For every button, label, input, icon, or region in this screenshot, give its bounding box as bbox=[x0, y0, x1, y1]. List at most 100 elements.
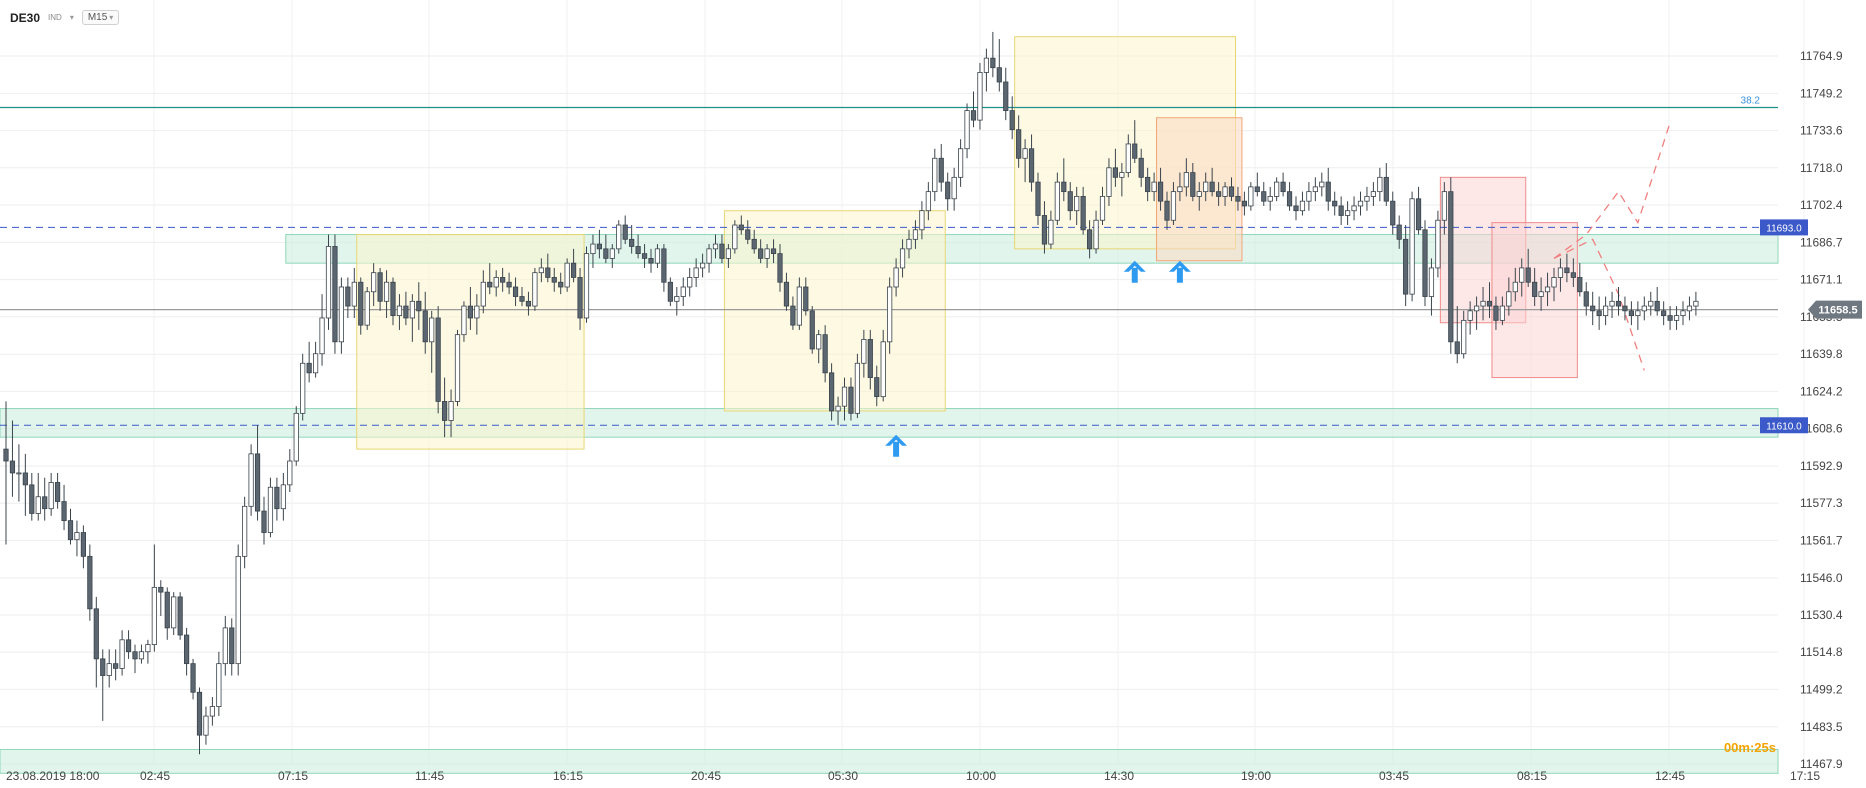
candle-bear bbox=[512, 286, 519, 297]
candle-bull bbox=[1648, 300, 1654, 307]
indicator-label[interactable]: IND bbox=[48, 13, 62, 22]
candle-bull bbox=[480, 281, 486, 307]
candle-bear bbox=[261, 510, 267, 533]
candle-bull bbox=[242, 505, 248, 557]
candle-bear bbox=[1061, 181, 1067, 193]
candle-bull bbox=[474, 305, 480, 319]
zones bbox=[0, 36, 1779, 774]
candle-bear bbox=[848, 386, 854, 414]
candle-bull bbox=[680, 286, 686, 297]
candle-bear bbox=[3, 448, 9, 462]
y-tick-label: 11561.7 bbox=[1800, 533, 1843, 547]
candle-bear bbox=[506, 281, 512, 288]
candle-bear bbox=[1293, 205, 1299, 212]
candle-bear bbox=[945, 181, 951, 200]
candle-bull bbox=[706, 248, 712, 264]
candle-bear bbox=[1622, 305, 1628, 312]
candle-bull bbox=[693, 267, 699, 278]
current-price-text: 11658.5 bbox=[1818, 305, 1857, 317]
candle-bear bbox=[667, 281, 673, 302]
candle-bull bbox=[1125, 143, 1131, 173]
candle-bear bbox=[29, 484, 35, 514]
candle-bear bbox=[254, 453, 261, 512]
candle-bear bbox=[970, 110, 977, 121]
candle-bull bbox=[216, 663, 222, 707]
symbol-label[interactable]: DE30 bbox=[10, 10, 41, 25]
candle-bull bbox=[493, 277, 499, 288]
candle-bull bbox=[1467, 310, 1473, 321]
candle-bull bbox=[841, 386, 848, 407]
candle-bear bbox=[435, 317, 441, 402]
timeframe-selector[interactable]: M15 ▾ bbox=[81, 10, 120, 25]
candle-bull bbox=[1474, 305, 1480, 312]
candle-bull bbox=[364, 291, 370, 326]
candle-bear bbox=[1209, 181, 1215, 193]
candle-bear bbox=[87, 555, 93, 610]
candle-bull bbox=[932, 157, 938, 193]
candle-bear bbox=[1235, 196, 1241, 202]
y-tick-label: 11546.0 bbox=[1800, 571, 1843, 585]
y-tick-label: 11718.0 bbox=[1800, 161, 1843, 175]
candle-bear bbox=[190, 663, 196, 693]
zone-yellow bbox=[723, 210, 946, 412]
chevron-down-icon[interactable]: ▾ bbox=[69, 13, 74, 22]
candle-bull bbox=[1054, 181, 1060, 221]
x-axis: 23.08.2019 18:00 02:45 07:15 11:45 16:15 20:4… bbox=[6, 769, 1820, 783]
candle-bear bbox=[1228, 186, 1235, 197]
y-tick-label: 11467.9 bbox=[1800, 757, 1843, 771]
candle-bear bbox=[777, 253, 783, 283]
candle-bull bbox=[538, 267, 544, 274]
candle-bear bbox=[113, 663, 119, 669]
candle-bull bbox=[1435, 219, 1441, 269]
up-arrow-shape bbox=[1123, 260, 1146, 283]
candle-bear bbox=[1112, 167, 1118, 178]
candle-bear bbox=[100, 658, 106, 676]
candle-bear bbox=[996, 67, 1002, 83]
x-tick-label: 11:45 bbox=[415, 769, 444, 783]
candle-bear bbox=[822, 334, 828, 374]
candle-bear bbox=[1577, 277, 1583, 293]
candle-bear bbox=[1338, 205, 1344, 216]
candle-bear bbox=[745, 229, 751, 240]
candle-bull bbox=[1544, 286, 1551, 293]
candle-bear bbox=[1190, 172, 1196, 197]
candle-bear bbox=[1080, 196, 1086, 231]
x-tick-label: 17:15 bbox=[1790, 769, 1820, 783]
candle-bull bbox=[1119, 172, 1125, 178]
y-axis: 11764.9 11749.2 11733.6 11718.0 11702.4 11686… bbox=[1800, 49, 1843, 771]
up-arrow-shape bbox=[885, 434, 908, 457]
candle-bull bbox=[1409, 198, 1415, 295]
candle-bear bbox=[635, 246, 641, 255]
x-tick-label: 10:00 bbox=[966, 769, 996, 783]
candle-bull bbox=[983, 57, 990, 73]
candle-bull bbox=[564, 262, 570, 288]
candle-bull bbox=[1635, 310, 1641, 317]
chevron-down-icon: ▾ bbox=[109, 13, 114, 22]
candle-bear bbox=[519, 296, 525, 302]
support-label-box bbox=[1760, 417, 1808, 434]
candle-bull bbox=[687, 277, 693, 288]
candle-bear bbox=[80, 532, 86, 557]
candle-bull bbox=[1351, 205, 1357, 212]
candle-bull bbox=[712, 243, 719, 250]
candle-bull bbox=[1106, 167, 1112, 197]
y-tick-label: 11499.2 bbox=[1800, 682, 1843, 696]
candle-bull bbox=[1299, 200, 1306, 212]
candle-bear bbox=[1525, 267, 1531, 283]
candle-bull bbox=[16, 472, 22, 475]
candle-bear bbox=[1132, 143, 1138, 159]
candle-bear bbox=[61, 501, 67, 522]
candle-bear bbox=[1590, 305, 1596, 312]
candle-bull bbox=[1319, 181, 1325, 188]
candle-bear bbox=[1396, 224, 1402, 240]
candle-bull bbox=[1345, 210, 1351, 216]
candle-bear bbox=[641, 253, 648, 259]
candle-bear bbox=[125, 639, 132, 653]
candle-bull bbox=[1673, 315, 1680, 321]
candle-bear bbox=[1325, 181, 1331, 202]
candle-bull bbox=[854, 362, 861, 414]
candle-bull bbox=[1680, 310, 1686, 317]
candle-bull bbox=[609, 248, 615, 259]
zone-yellow bbox=[356, 234, 585, 450]
